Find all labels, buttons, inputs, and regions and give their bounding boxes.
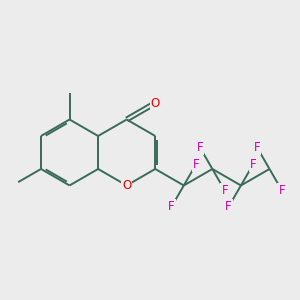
Text: F: F: [225, 200, 232, 213]
Text: F: F: [278, 184, 285, 197]
Text: O: O: [122, 179, 131, 192]
Text: F: F: [250, 158, 256, 170]
Text: O: O: [151, 97, 160, 110]
Text: F: F: [221, 184, 228, 197]
Text: F: F: [193, 158, 200, 170]
Text: F: F: [254, 141, 260, 154]
Text: F: F: [197, 141, 203, 154]
Text: F: F: [168, 200, 175, 213]
